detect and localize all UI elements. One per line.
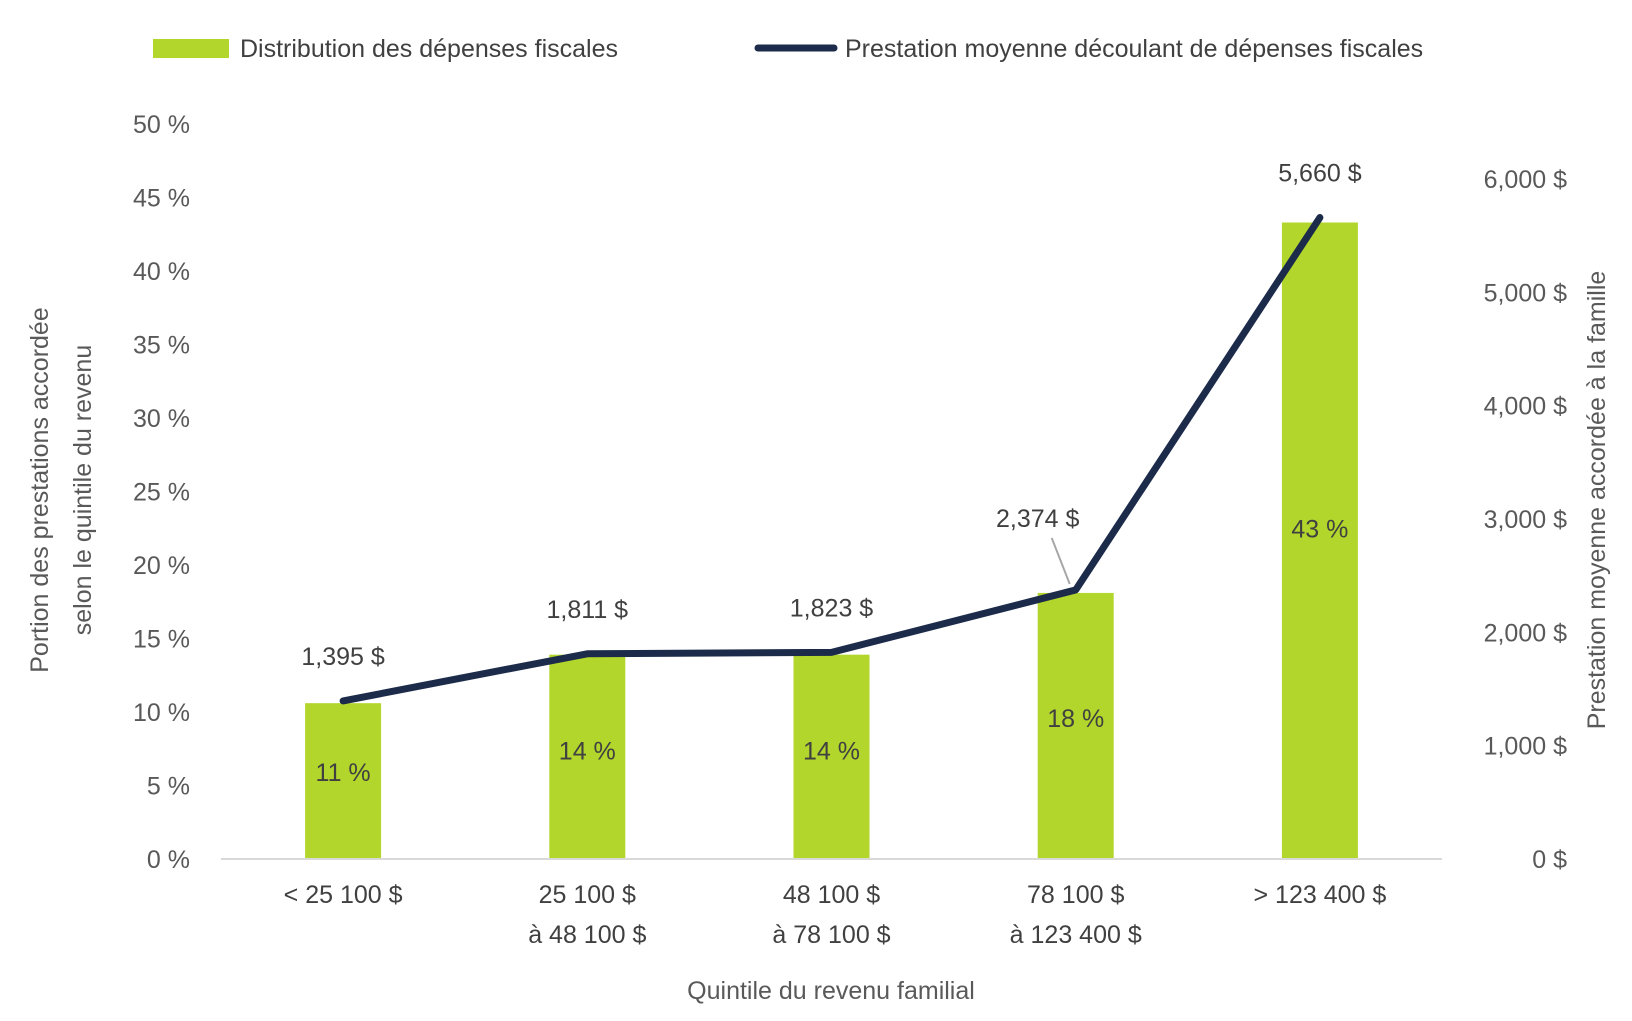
x-category-label: à 78 100 $ bbox=[772, 921, 890, 949]
legend-label-line: Prestation moyenne découlant de dépenses… bbox=[845, 35, 1423, 63]
bar-data-label: 18 % bbox=[1047, 705, 1104, 733]
right-axis: 0 $ 1,000 $ 2,000 $ 3,000 $ 4,000 $ 5,000 $ 6,… bbox=[1484, 166, 1568, 874]
x-axis-labels: < 25 100 $ 25 100 $ à 48 100 $ 48 100 $ à 78… bbox=[284, 881, 1387, 949]
bar bbox=[549, 654, 626, 859]
x-category-label: à 48 100 $ bbox=[528, 921, 646, 949]
left-tick-label: 45 % bbox=[133, 185, 190, 213]
left-axis: 0 % 5 % 10 % 15 % 20 % 25 % 30 % 35 % 40 % 45 % 50… bbox=[133, 111, 190, 874]
legend-label-bar: Distribution des dépenses fiscales bbox=[240, 35, 618, 63]
x-category-label: 78 100 $ bbox=[1027, 881, 1124, 909]
x-category-label: > 123 400 $ bbox=[1254, 881, 1387, 909]
left-tick-label: 10 % bbox=[133, 699, 190, 727]
left-tick-label: 0 % bbox=[147, 846, 190, 874]
line-data-label: 1,823 $ bbox=[790, 594, 874, 622]
left-tick-label: 35 % bbox=[133, 332, 190, 360]
bars: 11 % 14 % 14 % 18 % 43 % bbox=[305, 222, 1358, 860]
right-tick-label: 6,000 $ bbox=[1484, 166, 1568, 194]
right-tick-label: 0 $ bbox=[1532, 846, 1567, 874]
axis-titles: Quintile du revenu familial Portion des … bbox=[26, 271, 1611, 1005]
bar-data-label: 11 % bbox=[316, 759, 371, 787]
left-tick-label: 15 % bbox=[133, 626, 190, 654]
x-category-label: < 25 100 $ bbox=[284, 881, 403, 909]
line-data-label: 2,374 $ bbox=[996, 505, 1080, 533]
x-category-label: 48 100 $ bbox=[783, 881, 880, 909]
right-tick-label: 5,000 $ bbox=[1484, 279, 1568, 307]
series-line bbox=[339, 214, 1324, 705]
bar-data-label: 14 % bbox=[803, 738, 860, 766]
legend-swatch-bar bbox=[153, 39, 229, 58]
left-axis-title-line2: selon le quintile du revenu bbox=[69, 345, 97, 635]
line-data-label: 1,395 $ bbox=[301, 643, 385, 671]
right-tick-label: 2,000 $ bbox=[1484, 619, 1568, 647]
bar-data-label: 14 % bbox=[559, 738, 616, 766]
right-tick-label: 3,000 $ bbox=[1484, 506, 1568, 534]
legend: Distribution des dépenses fiscales Prest… bbox=[153, 35, 1423, 63]
left-tick-label: 5 % bbox=[147, 773, 190, 801]
line-data-label: 5,660 $ bbox=[1278, 160, 1362, 188]
left-axis-title-line1: Portion des prestations accordée bbox=[26, 307, 54, 673]
left-tick-label: 20 % bbox=[133, 552, 190, 580]
right-axis-title: Prestation moyenne accordée à la famille bbox=[1583, 271, 1611, 730]
x-category-label: à 123 400 $ bbox=[1010, 921, 1142, 949]
left-tick-label: 40 % bbox=[133, 258, 190, 286]
line-data-label: 1,811 $ bbox=[547, 596, 629, 624]
right-tick-label: 4,000 $ bbox=[1484, 393, 1568, 421]
left-tick-label: 30 % bbox=[133, 405, 190, 433]
left-tick-label: 25 % bbox=[133, 479, 190, 507]
bar bbox=[305, 703, 382, 859]
bar bbox=[793, 654, 870, 859]
right-tick-label: 1,000 $ bbox=[1484, 733, 1568, 761]
bar-data-label: 43 % bbox=[1291, 515, 1348, 543]
bar bbox=[1037, 592, 1114, 859]
line-series: 1,395 $ 1,811 $ 1,823 $ 2,374 $ 5,660 $ bbox=[301, 160, 1362, 705]
left-tick-label: 50 % bbox=[133, 111, 190, 139]
x-axis-title: Quintile du revenu familial bbox=[687, 977, 975, 1005]
x-category-label: 25 100 $ bbox=[539, 881, 636, 909]
bar bbox=[1281, 222, 1358, 860]
data-label-leader-line bbox=[1050, 537, 1071, 585]
